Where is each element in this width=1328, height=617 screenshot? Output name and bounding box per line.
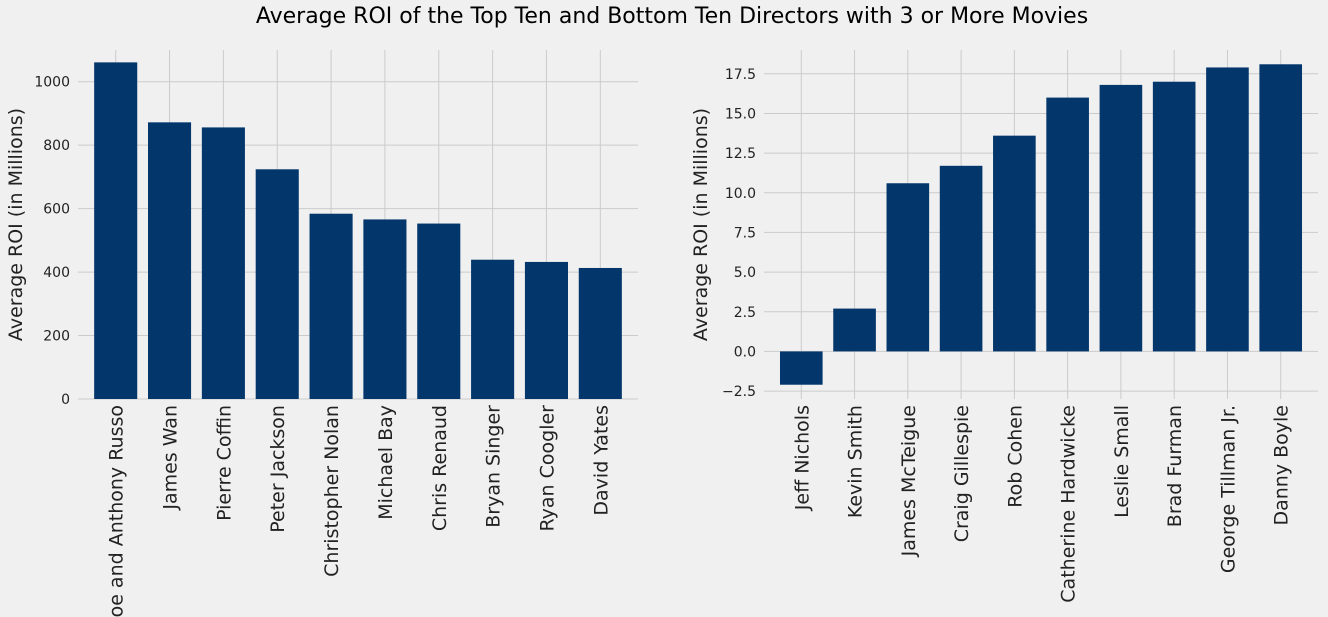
x-tick-label: Pierre Coffin — [213, 405, 235, 521]
y-tick-label: 2.5 — [734, 305, 756, 321]
x-tick-label: James Wan — [160, 405, 182, 511]
bar — [255, 169, 299, 399]
bar — [1259, 64, 1303, 352]
bar — [1099, 84, 1143, 352]
y-tick-label: 17.5 — [725, 67, 756, 83]
y-tick-label: 7.5 — [734, 225, 756, 241]
y-tick-label: 0.0 — [734, 344, 756, 360]
bar — [94, 62, 138, 400]
y-tick-label: 400 — [43, 265, 70, 281]
bar — [939, 165, 983, 352]
x-tick-label: Leslie Small — [1111, 405, 1133, 518]
bar — [1206, 67, 1249, 352]
y-tick-label: 15.0 — [725, 106, 756, 122]
y-tick-label: −2.5 — [722, 384, 756, 400]
bar — [578, 267, 622, 399]
bar — [779, 351, 823, 385]
bar — [524, 261, 568, 399]
x-tick-label: George Tillman Jr. — [1217, 405, 1239, 573]
right-chart-bottom-ten: −2.5 0.0 2.5 5.0 7.5 10.0 12.5 15.0 17.5 Jeff Nic… — [690, 50, 1318, 603]
x-tick-label: Ryan Coogler — [536, 405, 558, 532]
x-tick-label: Joe and Anthony Russo — [106, 405, 128, 617]
x-tick-label: Craig Gillespie — [951, 405, 973, 542]
x-tick-label: James McTeigue — [898, 405, 920, 557]
y-tick-label: 12.5 — [725, 146, 756, 162]
y-tick-label: 0 — [61, 392, 70, 408]
bar — [1152, 81, 1196, 352]
x-tick-label: Catherine Hardwicke — [1058, 405, 1080, 603]
x-tick-label: Peter Jackson — [267, 405, 289, 533]
bar — [309, 213, 353, 399]
x-tick-label: Christopher Nolan — [321, 405, 343, 577]
y-tick-label: 10.0 — [725, 186, 756, 202]
y-tick-label: 800 — [43, 138, 70, 154]
bar — [148, 122, 192, 399]
left-chart-top-ten: 0 200 400 600 800 1000 Joe and Anthony Russo Ja… — [5, 50, 638, 617]
x-tick-label: David Yates — [590, 405, 612, 516]
bar — [833, 308, 876, 352]
bar — [471, 259, 515, 399]
bar — [1046, 97, 1089, 352]
bar — [993, 135, 1036, 352]
y-axis-label: Average ROI (in Millions) — [690, 108, 712, 341]
x-tick-label: Jeff Nichols — [791, 405, 813, 511]
bar — [417, 223, 461, 399]
bar — [201, 127, 245, 399]
bar — [886, 183, 930, 352]
y-tick-label: 1000 — [34, 75, 70, 91]
y-tick-label: 200 — [43, 329, 70, 345]
y-axis-label: Average ROI (in Millions) — [5, 108, 27, 341]
x-tick-label: Kevin Smith — [845, 405, 867, 518]
x-tick-label: Rob Cohen — [1004, 405, 1026, 508]
x-tick-label: Bryan Singer — [483, 405, 505, 528]
x-tick-label: Michael Bay — [375, 405, 397, 520]
x-tick-label: Chris Renaud — [429, 405, 451, 531]
chart-title: Average ROI of the Top Ten and Bottom Te… — [256, 4, 1088, 29]
x-tick-label: Brad Furman — [1164, 405, 1186, 527]
y-tick-label: 5.0 — [734, 265, 756, 281]
x-tick-label: Danny Boyle — [1271, 405, 1293, 526]
bar — [363, 219, 407, 399]
y-tick-label: 600 — [43, 202, 70, 218]
